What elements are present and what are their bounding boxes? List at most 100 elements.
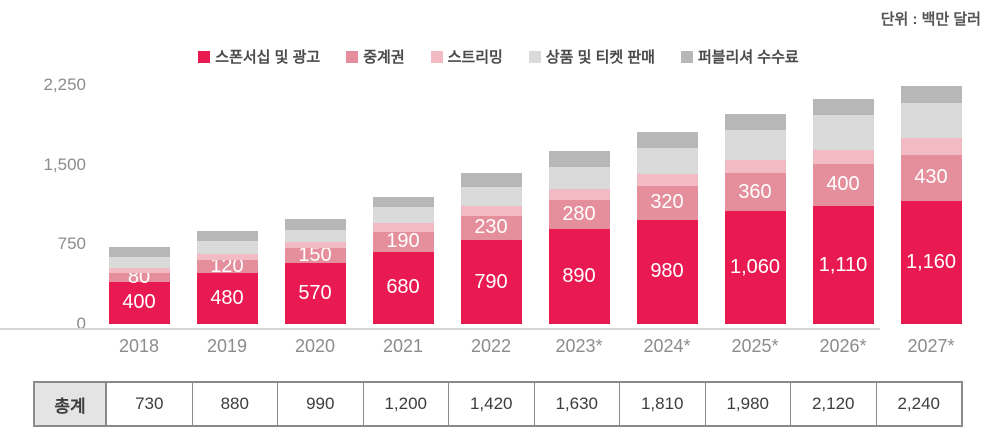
x-axis-label: 2018 <box>118 336 160 356</box>
total-cell: 880 <box>193 383 278 425</box>
y-axis-tick: 750 <box>57 234 86 254</box>
x-axis-label: 2027* <box>907 336 955 356</box>
y-axis-tick: 2,250 <box>43 75 86 94</box>
bar-segment <box>548 189 610 200</box>
total-cell: 1,630 <box>535 383 620 425</box>
bar-segment-value-label: 320 <box>650 191 684 214</box>
bar-segment-value-label: 430 <box>914 166 948 189</box>
bar-segment-value-label: 360 <box>738 180 772 203</box>
legend-swatch-icon <box>430 50 443 63</box>
legend-item-4: 퍼블리셔 수수료 <box>680 46 799 67</box>
bar-segment <box>548 166 610 190</box>
y-axis-tick: 1,500 <box>43 154 86 174</box>
x-axis-label: 2026* <box>819 336 867 356</box>
legend-label: 퍼블리셔 수수료 <box>697 49 799 66</box>
total-cell: 730 <box>107 383 193 425</box>
bar-segment-value-label: 1,110 <box>818 253 868 276</box>
bar-segment <box>460 206 522 216</box>
bar-segment <box>284 229 346 243</box>
bar-slot-2018: 400 80 <box>95 85 183 324</box>
legend-swatch-icon <box>680 50 693 63</box>
bar-segment <box>900 86 962 104</box>
bar-segment <box>284 242 346 248</box>
bar-segment <box>724 129 786 161</box>
bar-slot-2020: 570 150 <box>271 85 359 324</box>
bar-segment <box>196 230 258 242</box>
legend-label: 스트리밍 <box>447 49 503 66</box>
legend-swatch-icon <box>198 50 211 63</box>
bar-segment: 680 <box>372 251 434 324</box>
legend: 스폰서십 및 광고 중계권 스트리밍 상품 및 티켓 판매 퍼블리셔 수수료 <box>0 46 997 67</box>
bar-stack: 1,060 360 <box>724 113 786 324</box>
bar-segment: 120 <box>196 255 258 278</box>
bar-stack: 790 230 <box>460 173 522 324</box>
bar-segment <box>724 113 786 130</box>
bar-segment-value-label: 400 <box>122 291 156 314</box>
bar-segment-value-label: 230 <box>474 216 508 239</box>
bar-segment-value-label: 890 <box>562 265 596 288</box>
bar-segment <box>372 223 434 232</box>
bar-segment <box>724 160 786 174</box>
bar-segment <box>108 267 170 274</box>
bar-stack: 680 190 <box>372 196 434 324</box>
x-axis-line <box>0 328 880 330</box>
bar-slot-2023*: 890 280 <box>535 85 623 324</box>
bar-segment <box>460 187 522 207</box>
bar-segment-value-label: 680 <box>386 276 420 299</box>
bar-segment-value-label: 400 <box>826 173 860 196</box>
bar-segment: 790 <box>460 240 522 324</box>
bar-segment: 150 <box>284 244 346 266</box>
bar-slot-2026*: 1,110 400 <box>799 85 887 324</box>
bar-slot-2024*: 980 320 <box>623 85 711 324</box>
bar-segment: 1,060 <box>724 211 786 324</box>
bar-segment: 430 <box>900 155 962 201</box>
total-cell: 2,240 <box>897 394 941 413</box>
bar-segment: 980 <box>636 219 698 324</box>
legend-swatch-icon <box>346 50 359 63</box>
bar-stack: 480 120 <box>196 230 258 324</box>
bars-container: 400 80 480 120 570 150 680 190 790 230 890 280 980 32… <box>95 85 975 324</box>
bar-segment-value-label: 80 <box>127 265 151 288</box>
legend-item-0: 스폰서십 및 광고 <box>198 46 320 67</box>
bar-segment <box>900 138 962 156</box>
totals-row-header: 총계 <box>35 383 107 425</box>
bar-segment <box>636 174 698 186</box>
bar-segment: 280 <box>548 199 610 230</box>
bar-stack: 400 80 <box>108 246 170 324</box>
bar-slot-2022: 790 230 <box>447 85 535 324</box>
bar-segment <box>372 207 434 224</box>
bar-segment: 400 <box>812 163 874 207</box>
bar-stack: 980 320 <box>636 131 698 324</box>
x-axis-label: 2021 <box>382 336 424 356</box>
bar-segment: 190 <box>372 230 434 252</box>
bar-segment <box>812 149 874 164</box>
bar-segment: 320 <box>636 185 698 220</box>
bar-slot-2027*: 1,160 430 <box>887 85 975 324</box>
legend-item-1: 중계권 <box>346 46 405 67</box>
x-axis-label: 2020 <box>294 336 336 356</box>
bar-segment-value-label: 570 <box>298 282 332 305</box>
x-axis-labels: 2018 2019 2020 2021 2022 2023* 2024* 2025* 2026*… <box>95 336 975 357</box>
total-cell: 2,120 <box>791 383 877 425</box>
unit-label: 단위 : 백만 달러 <box>880 11 981 28</box>
bar-segment: 570 <box>284 263 346 324</box>
bar-slot-2025*: 1,060 360 <box>711 85 799 324</box>
total-cell: 1,980 <box>706 383 791 425</box>
bar-segment-value-label: 120 <box>210 255 244 278</box>
legend-item-3: 상품 및 티켓 판매 <box>528 46 655 67</box>
total-cell: 990 <box>278 383 364 425</box>
total-cell: 1,200 <box>364 383 449 425</box>
bar-segment: 230 <box>460 215 522 241</box>
bar-segment: 890 <box>548 229 610 324</box>
bar-segment <box>636 147 698 175</box>
legend-swatch-icon <box>528 50 541 63</box>
bar-slot-2021: 680 190 <box>359 85 447 324</box>
bar-segment <box>900 103 962 139</box>
bar-segment <box>196 253 258 261</box>
bar-segment <box>812 114 874 150</box>
x-axis-label: 2024* <box>643 336 691 356</box>
x-axis-label: 2019 <box>206 336 248 356</box>
total-cell: 1,420 <box>449 383 535 425</box>
totals-table: 총계 730 880 990 1,200 1,420 1,630 1,810 1,980 2,12… <box>33 381 963 427</box>
